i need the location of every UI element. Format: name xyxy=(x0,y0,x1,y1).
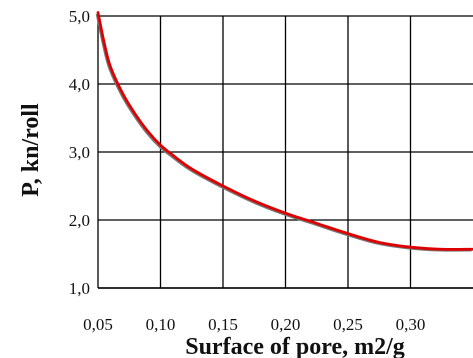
series-line xyxy=(96,11,473,251)
x-tick-label: 0,20 xyxy=(271,315,301,334)
x-tick-label: 0,15 xyxy=(208,315,238,334)
x-axis-label: Surface of pore, m2/g xyxy=(185,334,405,358)
x-tick-label: 0,30 xyxy=(396,315,426,334)
y-tick-label: 2,0 xyxy=(69,211,90,230)
y-axis-label: P, kn/roll xyxy=(18,103,44,197)
x-tick-label: 0,05 xyxy=(83,315,113,334)
y-tick-label: 5,0 xyxy=(69,7,90,26)
y-tick-label: 3,0 xyxy=(69,143,90,162)
series-layer xyxy=(95,11,473,252)
y-tick-label: 4,0 xyxy=(69,75,90,94)
x-tick-labels: 0,05 0,10 0,15 0,20 0,25 0,30 xyxy=(83,315,425,334)
y-tick-labels: 1,0 2,0 3,0 4,0 5,0 xyxy=(69,7,90,298)
x-tick-label: 0,25 xyxy=(333,315,363,334)
x-tick-label: 0,10 xyxy=(146,315,176,334)
y-tick-label: 1,0 xyxy=(69,279,90,298)
grid xyxy=(97,15,473,289)
series-shadow-line xyxy=(95,13,472,252)
